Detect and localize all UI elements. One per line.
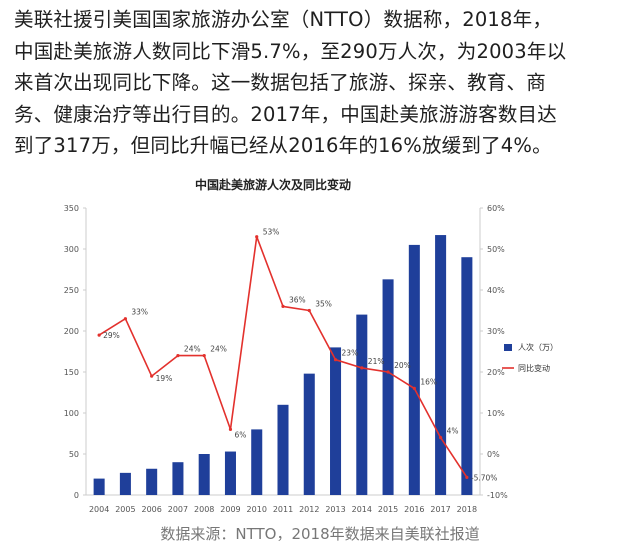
right-axis-tick-label: 10% <box>487 409 505 418</box>
yoy-point-2004 <box>97 333 101 337</box>
yoy-data-label: 4% <box>447 427 459 436</box>
yoy-point-2006 <box>150 374 154 378</box>
right-axis-tick-label: 30% <box>487 327 505 336</box>
yoy-point-2012 <box>307 308 311 313</box>
article-line-5: 到了317万，但同比升幅已经从2016年的16%放缓到了4%。 <box>14 134 552 157</box>
x-axis-tick-label: 2013 <box>325 505 345 514</box>
x-axis-tick-label: 2016 <box>404 505 424 514</box>
right-axis-tick-label: -10% <box>487 491 508 500</box>
x-axis-tick-label: 2008 <box>194 505 214 514</box>
yoy-point-2007 <box>176 354 180 358</box>
x-axis-tick-label: 2010 <box>247 505 267 514</box>
x-axis-tick-label: 2015 <box>378 505 398 514</box>
right-axis-tick-label: 50% <box>487 245 505 254</box>
bar-2009 <box>224 451 236 495</box>
yoy-data-label: -5.70% <box>471 473 498 482</box>
x-axis-tick-label: 2018 <box>457 505 477 514</box>
chart-container: 中国赴美旅游人次及同比变动 0 50 100 150 200 250 300 350 -10% 0%… <box>60 166 610 522</box>
x-axis-tick-label: 2009 <box>220 505 240 514</box>
left-axis-tick-label: 100 <box>64 409 79 418</box>
x-axis-tick-label: 2014 <box>352 505 372 514</box>
bar-2018 <box>461 257 473 495</box>
yoy-data-label: 29% <box>103 331 120 340</box>
yoy-point-2016 <box>412 386 416 390</box>
yoy-data-label: 24% <box>210 345 227 354</box>
article-line-1: 美联社援引美国国家旅游办公室（NTTO）数据称，2018年， <box>14 8 553 31</box>
yoy-point-2009 <box>228 427 233 431</box>
right-axis-tick-label: 20% <box>487 368 505 377</box>
yoy-data-label: 6% <box>234 430 246 439</box>
left-axis-tick-label: 150 <box>64 368 79 377</box>
yoy-point-2014 <box>360 366 364 370</box>
yoy-point-2013 <box>333 358 338 362</box>
yoy-point-2008 <box>202 354 206 358</box>
x-axis-tick-label: 2011 <box>273 505 293 514</box>
yoy-data-label: 16% <box>420 377 437 386</box>
x-axis-tick-label: 2012 <box>299 505 319 514</box>
yoy-data-label: 33% <box>131 308 148 317</box>
x-axis-tick-label: 2017 <box>430 505 450 514</box>
yoy-point-2010 <box>255 235 259 239</box>
yoy-point-2005 <box>123 317 127 321</box>
left-axis-tick-label: 250 <box>64 286 79 295</box>
yoy-data-label: 53% <box>263 228 280 237</box>
bar-2012 <box>303 373 315 495</box>
bar-2010 <box>251 429 263 495</box>
yoy-data-label: 23% <box>342 349 359 358</box>
yoy-data-label: 21% <box>368 357 385 366</box>
article-text: 美联社援引美国国家旅游办公室（NTTO）数据称，2018年， 中国赴美旅游人数同… <box>14 4 626 162</box>
bar-2017 <box>435 235 447 495</box>
yoy-point-2015 <box>386 370 390 374</box>
yoy-data-label: 35% <box>315 300 332 309</box>
legend-bar-swatch <box>504 344 512 351</box>
bar-2006 <box>146 468 158 495</box>
yoy-data-label: 24% <box>184 345 201 354</box>
chart-title: 中国赴美旅游人次及同比变动 <box>195 177 351 192</box>
bar-2005 <box>119 472 131 495</box>
left-axis-tick-label: 200 <box>64 327 79 336</box>
right-axis-tick-label: 40% <box>487 286 505 295</box>
bar-2008 <box>198 454 210 495</box>
bar-2011 <box>277 404 289 495</box>
x-axis-tick-label: 2006 <box>141 505 161 514</box>
yoy-point-2017 <box>439 436 443 440</box>
yoy-point-2011 <box>281 304 285 308</box>
bar-2014 <box>356 314 368 495</box>
x-axis-tick-label: 2004 <box>89 505 109 514</box>
x-axis-tick-label: 2007 <box>168 505 188 514</box>
left-axis-tick-label: 300 <box>64 245 79 254</box>
bar-2007 <box>172 462 184 495</box>
right-axis-tick-label: 60% <box>487 204 505 213</box>
yoy-data-label: 36% <box>289 295 306 304</box>
left-axis-tick-label: 0 <box>74 491 79 500</box>
legend-bar-label: 人次（万） <box>518 342 558 352</box>
article-line-3: 来首次出现同比下降。这一数据包括了旅游、探亲、教育、商 <box>14 71 546 94</box>
chart-source-caption: 数据来源：NTTO，2018年数据来自美联社报道 <box>160 525 480 543</box>
chart: 中国赴美旅游人次及同比变动 0 50 100 150 200 250 300 350 -10% 0%… <box>64 177 558 514</box>
legend-line-label: 同比变动 <box>518 363 550 373</box>
bar-2013 <box>330 347 342 495</box>
article-line-2: 中国赴美旅游人数同比下滑5.7%，至290万人次，为2003年以 <box>14 39 567 63</box>
yoy-data-label: 19% <box>156 374 173 383</box>
x-axis-tick-label: 2005 <box>115 505 135 514</box>
yoy-point-2018 <box>465 475 469 479</box>
yoy-data-label: 20% <box>394 361 411 370</box>
bar-2004 <box>93 478 105 495</box>
right-axis-tick-label: 0% <box>487 450 500 459</box>
article-line-4: 务、健康治疗等出行目的。2017年，中国赴美旅游游客数目达 <box>14 102 557 126</box>
bar-2015 <box>382 279 394 495</box>
bar-2016 <box>408 244 420 495</box>
left-axis-tick-label: 350 <box>64 204 79 213</box>
left-axis-tick-label: 50 <box>69 450 79 459</box>
